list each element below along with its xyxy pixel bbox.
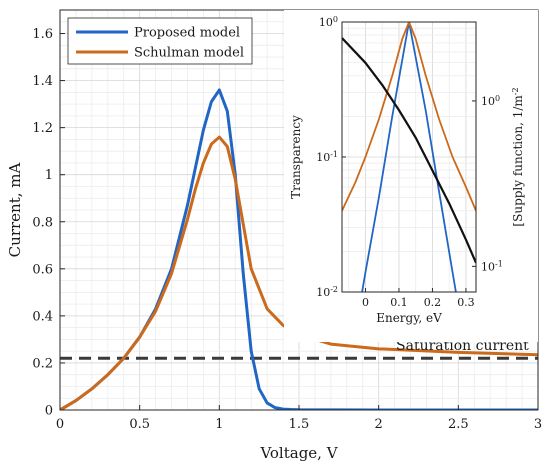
inset-x-tick-label: 0.2 — [424, 296, 442, 309]
x-tick-label: 2 — [375, 417, 383, 432]
y-tick-label: 0.6 — [32, 262, 53, 277]
legend-label-proposed: Proposed model — [134, 26, 240, 41]
y-tick-label: 1.6 — [32, 27, 53, 42]
legend: Proposed model Schulman model — [67, 17, 253, 65]
x-tick-label: 3 — [534, 417, 542, 432]
y-tick-label: 0.2 — [32, 356, 53, 371]
inset-series-group — [342, 22, 476, 292]
inset-series-schulman — [342, 22, 476, 212]
y-tick-label: 1.2 — [32, 121, 53, 136]
inset-series-proposed — [361, 22, 457, 292]
inset-y-tick-label: 10-1 — [316, 150, 338, 165]
inset-right-tick-label: 100 — [481, 93, 500, 108]
y-tick-label: 1.4 — [32, 74, 53, 89]
inset-right-axis-title: [Supply function, 1/m-2 — [511, 87, 526, 226]
y-tick-label: 0.4 — [32, 309, 53, 324]
inset-x-axis-title: Energy, eV — [376, 311, 442, 325]
inset-y-axis-title: Transparency — [289, 115, 303, 199]
y-tick-label: 0.8 — [32, 215, 53, 230]
inset-grid — [342, 22, 476, 293]
inset-right-tick-label: 10-1 — [481, 259, 503, 274]
x-tick-label: 1.5 — [289, 417, 310, 432]
legend-label-schulman: Schulman model — [134, 46, 244, 61]
main-ticks: 0 0.5 1 1.5 2 2.5 3 0 0.2 0.4 0.6 0.8 1 1.2 1.4 1.6 — [32, 27, 542, 432]
x-tick-label: 0.5 — [129, 417, 150, 432]
inset-series-supply-function — [342, 37, 476, 264]
y-tick-label: 0 — [45, 404, 53, 419]
inset-x-tick-label: 0 — [362, 296, 369, 309]
y-axis-title: Current, mA — [6, 163, 24, 258]
inset-y-tick-label: 10-2 — [316, 285, 338, 300]
inset-x-tick-label: 0.3 — [457, 296, 475, 309]
inset-ticks: 0 0.1 0.2 0.3 10-2 10-1 100 10-1 100 — [316, 15, 503, 310]
x-tick-label: 0 — [56, 417, 64, 432]
x-tick-label: 1 — [215, 417, 223, 432]
legend-box — [67, 17, 253, 65]
x-tick-label: 2.5 — [448, 417, 469, 432]
y-tick-label: 1 — [45, 168, 53, 183]
inset-y-tick-label: 100 — [319, 15, 338, 30]
x-axis-title: Voltage, V — [259, 444, 338, 462]
inset-x-tick-label: 0.1 — [390, 296, 408, 309]
